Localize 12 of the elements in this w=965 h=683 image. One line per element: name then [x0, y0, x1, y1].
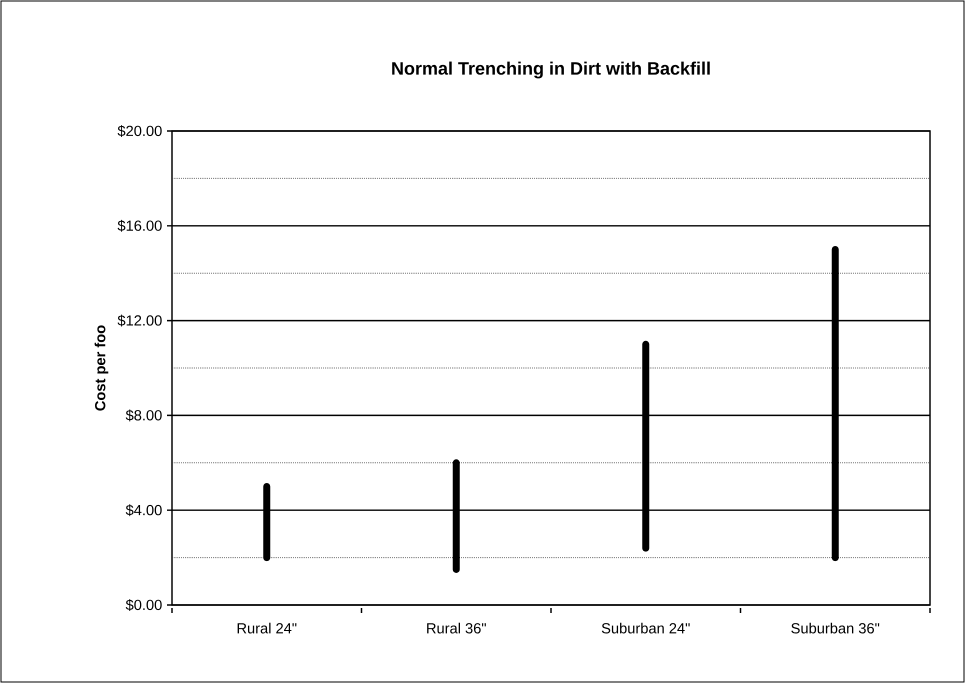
y-tick-label: $8.00	[126, 409, 162, 422]
y-tick-label: $0.00	[126, 599, 162, 611]
x-tick-label: Suburban 24"	[602, 622, 690, 634]
y-tick-label: $20.00	[118, 125, 162, 137]
y-tick-label: $12.00	[118, 314, 162, 327]
x-tick-label: Suburban 36"	[791, 622, 880, 634]
y-axis-title: Cost per foo	[94, 325, 108, 411]
y-tick-label: $16.00	[118, 220, 162, 232]
x-tick-label: Rural 36"	[427, 622, 486, 634]
x-tick-label: Rural 24"	[238, 622, 296, 634]
chart-title: Normal Trenching in Dirt with Backfill	[392, 62, 710, 78]
y-tick-label: $4.00	[126, 504, 162, 516]
